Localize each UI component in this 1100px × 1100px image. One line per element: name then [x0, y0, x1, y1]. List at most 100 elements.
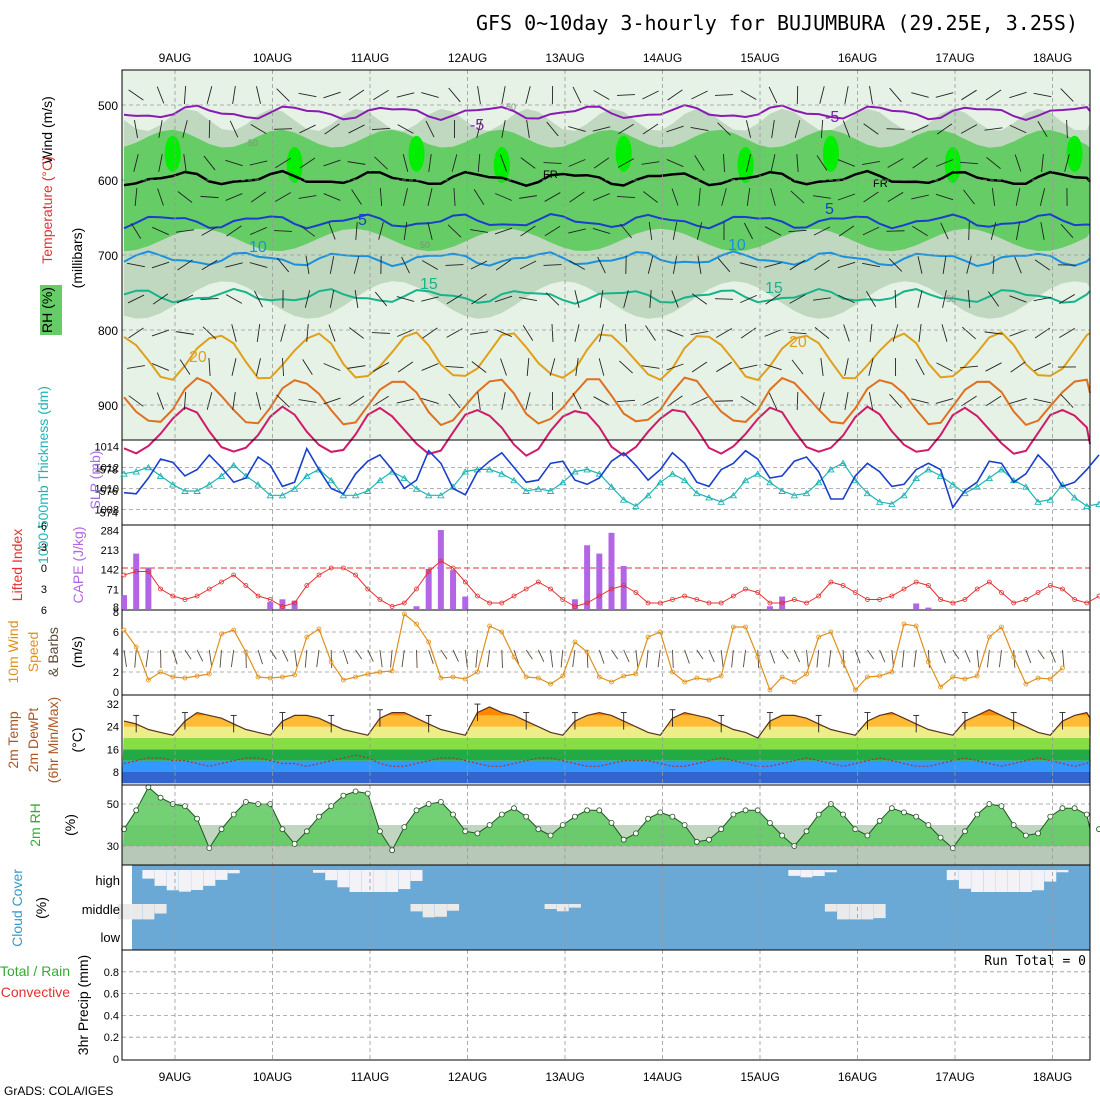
thickness-marker — [632, 502, 640, 510]
wind10m-marker — [682, 679, 688, 685]
thickness-marker — [729, 491, 738, 499]
wind-barb — [348, 395, 365, 407]
wind-barb — [935, 398, 954, 404]
li-marker — [377, 597, 383, 602]
wind10m-marker — [706, 677, 712, 683]
wind10m-marker — [901, 621, 907, 627]
chart-title: GFS 0~10day 3-hourly for BUJUMBURA (29.2… — [476, 11, 1078, 35]
wind-barb — [519, 195, 537, 199]
rh2m-marker — [486, 822, 493, 828]
thickness-marker — [948, 481, 957, 488]
cloud-high-cell — [1032, 870, 1045, 891]
cape-bar — [913, 603, 920, 609]
wind-barb — [1014, 154, 1022, 172]
wind-barb — [256, 324, 261, 342]
wind10m-barb — [304, 649, 308, 668]
cloud-high-cell — [958, 870, 971, 889]
thickness-marker — [607, 483, 616, 490]
wind-barb — [421, 363, 439, 371]
wind10m-barb — [525, 649, 533, 660]
wind10m-marker — [280, 674, 285, 680]
wind-barb — [157, 188, 164, 206]
wind-barb — [620, 223, 632, 239]
wind10m-marker — [1047, 676, 1053, 682]
rh2m-marker — [157, 794, 164, 801]
wind10m-marker — [133, 644, 139, 650]
axis-label-speed: Speed — [25, 632, 41, 672]
wind-barb — [421, 92, 439, 98]
wind-barb — [935, 92, 954, 98]
wind-barb — [837, 261, 856, 269]
wind-barb — [816, 155, 828, 171]
wind-barb — [842, 120, 851, 138]
wind10m-barb — [1037, 649, 1045, 660]
li-marker — [511, 593, 517, 599]
wind-barb — [796, 153, 799, 173]
cloud-high-cell — [410, 870, 423, 881]
rh2m-marker — [279, 826, 286, 833]
wind-barb — [549, 358, 556, 376]
rh-saturated-cell — [164, 135, 181, 172]
wind10m-barb — [172, 649, 178, 665]
wind10m-marker — [340, 677, 346, 683]
wind-barb — [641, 365, 660, 369]
li-marker — [865, 597, 870, 602]
wind10m-barb — [282, 649, 289, 662]
wind-barb — [305, 256, 310, 274]
wind10m-barb — [401, 649, 405, 668]
precip-tick-label: 0.4 — [104, 1010, 119, 1022]
thickness-marker — [437, 491, 445, 499]
wind-barb — [814, 259, 830, 271]
date-label-top: 15AUG — [740, 51, 779, 65]
rh2m-marker — [133, 807, 140, 814]
thickness-tick-label: 574 — [100, 508, 118, 520]
wind-barb — [298, 399, 317, 403]
rh2m-marker — [303, 828, 310, 835]
thickness-marker — [534, 485, 543, 492]
wind-barb — [942, 290, 947, 308]
wind-barb — [641, 161, 660, 165]
li-marker — [487, 600, 493, 606]
wind-barb — [477, 86, 481, 104]
date-label-top: 16AUG — [838, 51, 877, 65]
temp2m-line — [123, 706, 1091, 739]
li-marker — [365, 586, 371, 592]
pressure-tick-label: 700 — [98, 249, 118, 263]
wind-barb — [714, 94, 734, 96]
wind-barb — [225, 159, 243, 167]
wind10m-marker — [389, 668, 395, 674]
rh2m-marker — [535, 826, 542, 833]
wind-barb — [961, 326, 977, 340]
wind-barb — [691, 396, 708, 406]
li-marker — [718, 600, 724, 606]
wind-barb — [623, 290, 629, 308]
wind-barb — [911, 194, 929, 200]
dewpoint-line — [123, 754, 1091, 767]
li-marker — [182, 597, 188, 602]
cloud-middle-cell — [568, 904, 581, 908]
date-axis: 9AUG 9AUG 10AUG 10AUG 11AUG 11AUG 12AUG 12AUG 13… — [159, 51, 1073, 1084]
axis-label-cloud-units: (%) — [33, 897, 49, 919]
cloud-high-cell — [800, 870, 813, 878]
wind-barb — [569, 191, 585, 203]
rh2m-marker — [523, 813, 530, 820]
isotherm-label: 10 — [728, 237, 746, 254]
thickness-marker — [1034, 498, 1042, 505]
wind10m-barb — [635, 649, 639, 668]
wind-barb — [819, 392, 825, 410]
wind-barb — [690, 127, 709, 131]
wind10m-barb — [390, 649, 393, 668]
date-label-bottom: 16AUG — [838, 1070, 877, 1084]
rh2m-tick-label: 30 — [107, 841, 119, 853]
rh2m-marker — [230, 811, 237, 818]
wind10m-marker — [645, 634, 651, 640]
rh2m-tick-label: 50 — [107, 799, 119, 811]
rh2m-marker — [974, 811, 981, 818]
thickness-marker — [571, 468, 579, 475]
wind-barb — [844, 358, 849, 376]
rh2m-marker — [389, 847, 396, 854]
wind-barb — [397, 124, 414, 134]
wind10m-barb — [416, 649, 418, 668]
wind10m-tick-label: 6 — [113, 627, 119, 639]
wind10m-marker — [694, 675, 700, 681]
